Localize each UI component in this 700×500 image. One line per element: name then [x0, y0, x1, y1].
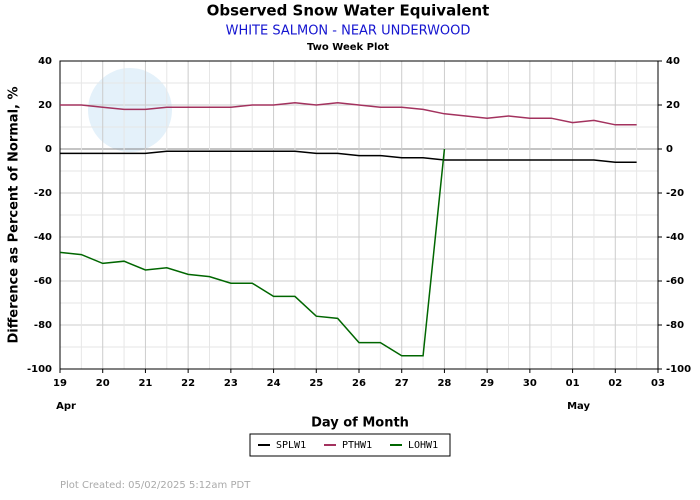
- x-tick-label: 24: [267, 378, 281, 389]
- x-tick-label: 28: [437, 378, 451, 389]
- y-tick-label: 20: [38, 100, 52, 111]
- x-tick-label: 26: [352, 378, 366, 389]
- month-label: Apr: [56, 401, 76, 412]
- y2-tick-label: 0: [666, 144, 673, 155]
- y2-tick-label: -40: [666, 232, 684, 243]
- x-tick-label: 29: [480, 378, 494, 389]
- x-tick-label: 22: [181, 378, 195, 389]
- series-line: [60, 150, 637, 163]
- x-tick-label: 30: [523, 378, 537, 389]
- x-tick-label: 25: [309, 378, 323, 389]
- y-tick-label: -40: [34, 232, 52, 243]
- y2-tick-label: -80: [666, 320, 684, 331]
- x-tick-label: 23: [224, 378, 238, 389]
- chart-title: Observed Snow Water Equivalent: [207, 2, 490, 20]
- footer: Plot Created: 05/02/2025 5:12am PDT: [60, 480, 251, 491]
- y-tick-label: 0: [45, 144, 52, 155]
- legend-box: [249, 433, 451, 457]
- series-line: [59, 148, 446, 357]
- y-tick-label: -100: [27, 364, 52, 375]
- plot-border: [59, 60, 659, 370]
- y-axis-label: Difference as Percent of Normal, %: [7, 86, 22, 343]
- x-tick-label: 02: [608, 378, 622, 389]
- y2-tick-label: 40: [666, 56, 680, 67]
- x-axis-label: Day of Month: [311, 416, 409, 431]
- plot-label: Two Week Plot: [307, 42, 389, 53]
- x-tick-label: 19: [53, 378, 67, 389]
- legend-label: LOHW1: [408, 440, 438, 451]
- y2-tick-label: -60: [666, 276, 684, 287]
- legend-label: SPLW1: [276, 440, 306, 451]
- x-tick-label: 20: [96, 378, 110, 389]
- y-tick-label: -60: [34, 276, 52, 287]
- y2-tick-label: -100: [666, 364, 691, 375]
- x-tick-label: 21: [138, 378, 152, 389]
- legend-label: PTHW1: [342, 440, 372, 451]
- y-tick-label: -80: [34, 320, 52, 331]
- x-tick-label: 01: [566, 378, 580, 389]
- y-tick-label: 40: [38, 56, 52, 67]
- y2-tick-label: -20: [666, 188, 684, 199]
- chart-subtitle: WHITE SALMON - NEAR UNDERWOOD: [226, 24, 471, 39]
- month-label: May: [567, 401, 590, 412]
- series-line: [60, 102, 637, 126]
- x-tick-label: 27: [395, 378, 409, 389]
- y-tick-label: -20: [34, 188, 52, 199]
- x-tick-label: 03: [651, 378, 665, 389]
- y2-tick-label: 20: [666, 100, 680, 111]
